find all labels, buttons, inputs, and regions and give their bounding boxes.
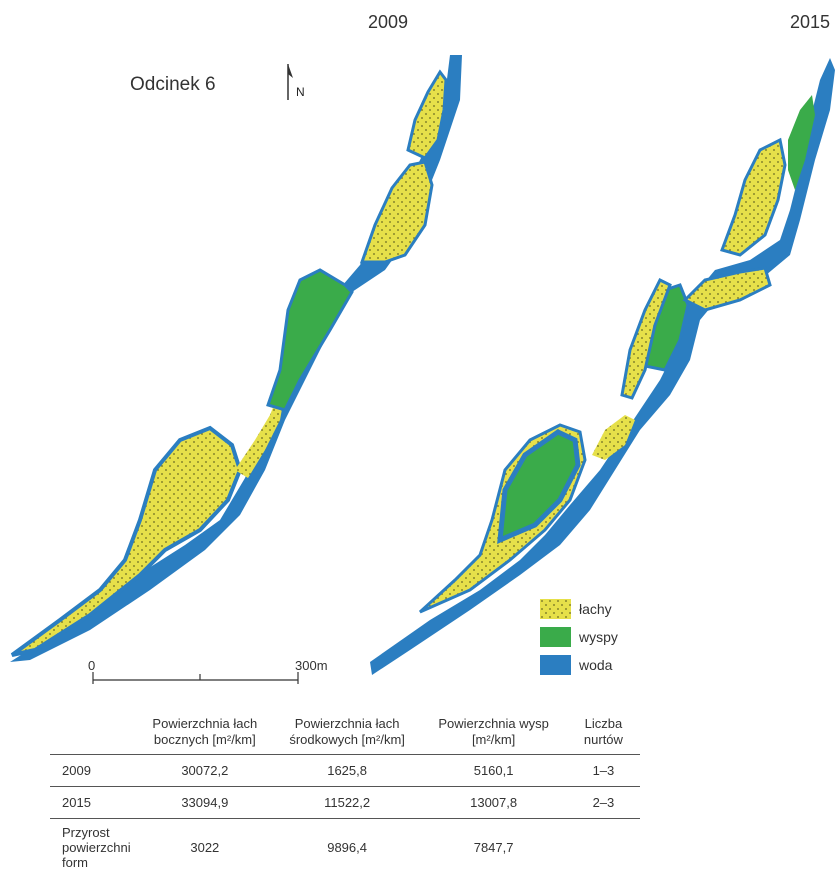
table-cell: 2–3 (566, 786, 640, 819)
table-header-cell: Liczba nurtów (566, 712, 640, 755)
legend-item-lachy: łachy (540, 598, 612, 620)
bar-2009-lower (10, 425, 243, 657)
table-cell: 30072,2 (135, 754, 274, 787)
table-cell: 1–3 (566, 754, 640, 787)
legend-label: łachy (579, 601, 612, 617)
north-arrow: N (280, 60, 310, 105)
table-row: Przyrost powierzchni form 3022 9896,4 78… (50, 819, 640, 879)
bar-2015-mid (592, 415, 635, 460)
map-title: Odcinek 6 (130, 74, 216, 95)
table-cell: 7847,7 (473, 840, 514, 855)
table-row: 2009 30072,2 1625,8 5160,1 1–3 (50, 754, 640, 787)
table-cell: 13007,8 (420, 786, 567, 819)
bar-2009-top (406, 69, 448, 160)
island-2009 (266, 268, 354, 412)
bar-2015-upper (682, 266, 772, 312)
bar-2015-mid2 (620, 277, 672, 400)
island-2015-lower (497, 429, 581, 544)
statistics-table: Powierzchnia łach bocznych [m²/km] Powie… (50, 712, 640, 878)
scale-start-label: 0 (88, 658, 96, 673)
north-arrow-icon (287, 64, 293, 100)
row-label: Przyrost powierzchni form (62, 825, 131, 870)
scale-bar: 0 300m (88, 658, 328, 694)
table-header-row: Powierzchnia łach bocznych [m²/km] Powie… (50, 712, 640, 755)
row-label: 2009 (50, 754, 136, 787)
legend-swatch-dots-icon (540, 599, 571, 619)
water-2009 (10, 55, 462, 662)
bar-2009-mid (235, 392, 285, 478)
row-label: 2015 (50, 786, 136, 819)
legend-swatch-green (540, 627, 571, 647)
table-cell: 1625,8 (273, 754, 421, 787)
legend-label: woda (579, 657, 613, 673)
table-header-cell: Powierzchnia łach środkowych [m²/km] (273, 712, 421, 755)
table-cell (567, 819, 640, 879)
table-header-cell (50, 712, 136, 755)
bar-2015-top (720, 137, 787, 257)
table-header-cell: Powierzchnia wysp [m²/km] (420, 712, 567, 755)
island-2015-top (788, 95, 815, 190)
table-cell: 9896,4 (327, 840, 367, 855)
legend-item-wyspy: wyspy (540, 626, 618, 648)
map-2015 (370, 58, 835, 675)
river-maps (10, 55, 835, 675)
north-label: N (296, 85, 305, 99)
scale-end-label: 300m (295, 658, 328, 673)
legend-label: wyspy (579, 629, 618, 645)
table-header-cell: Powierzchnia łach bocznych [m²/km] (135, 712, 274, 755)
bar-2009-upper (359, 160, 434, 264)
table-cell: 3022 (190, 840, 220, 855)
table-row: 2015 33094,9 11522,2 13007,8 2–3 (50, 786, 640, 819)
table-cell: 33094,9 (135, 786, 274, 819)
legend-swatch-blue (540, 655, 571, 675)
table-cell: 5160,1 (420, 754, 567, 787)
table-cell: 11522,2 (273, 786, 421, 819)
map-2009 (10, 55, 462, 662)
year-label-2015: 2015 (790, 12, 831, 32)
legend-item-woda: woda (540, 654, 612, 676)
year-label-2009: 2009 (368, 12, 409, 32)
